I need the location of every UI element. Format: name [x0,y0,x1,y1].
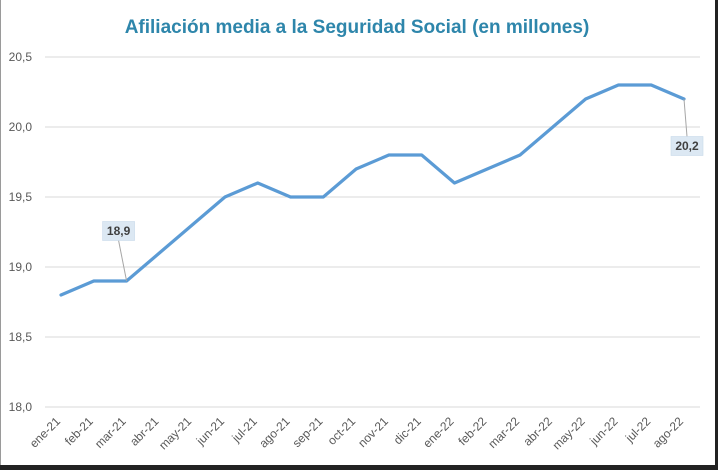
data-label-leader [118,240,128,282]
y-tick-label: 18,5 [9,330,33,344]
x-tick-label: mar-21 [92,414,129,451]
data-point [92,279,95,283]
data-point [650,83,653,87]
data-point [256,181,259,185]
x-tick-label: ago-22 [650,414,687,451]
gridlines [45,56,700,408]
data-point [584,97,587,101]
data-point [617,83,620,87]
y-tick-label: 19,0 [9,260,33,274]
x-tick-label: feb-21 [62,414,96,448]
data-point [322,195,325,199]
x-tick-label: jun-22 [586,414,620,448]
x-tick-label: ene-22 [420,414,457,451]
frame-bottom-border [0,465,718,470]
data-point [354,167,358,171]
x-tick-label: nov-21 [355,414,391,450]
frame-right-border [715,0,718,470]
y-tick-label: 18,0 [9,400,33,414]
y-tick-label: 20,0 [9,120,33,134]
x-tick-label: ene-21 [27,414,64,451]
data-point [551,125,555,129]
y-tick-label: 20,5 [9,50,33,64]
data-labels: 18,9 20,2 [102,98,704,282]
x-tick-label: jun-21 [193,414,227,448]
data-point [518,153,522,157]
data-label: 20,2 [675,139,699,153]
data-point [158,251,161,255]
x-tick-label: ago-21 [256,414,293,451]
data-label-box [102,221,135,241]
series-layer [59,83,686,297]
data-point [223,195,227,199]
data-label-leader [683,98,688,137]
data-point [387,153,391,157]
y-tick-label: 19,5 [9,190,33,204]
x-tick-label: feb-22 [455,414,489,448]
frame-left-border [0,0,1,470]
y-axis-ticks: 18,0 18,5 19,0 19,5 20,0 20,5 [9,50,33,414]
data-point [420,153,423,157]
data-point [190,223,194,227]
chart-title: Afiliación media a la Seguridad Social (… [125,17,590,38]
x-tick-label: sep-21 [290,414,326,450]
data-label: 18,9 [107,224,131,238]
x-tick-label: oct-21 [325,414,359,448]
x-tick-label: may-22 [550,414,588,452]
data-point [289,195,292,199]
x-tick-label: may-21 [156,414,194,452]
data-point [453,181,456,185]
data-point [486,167,489,171]
x-tick-label: dic-21 [391,414,424,447]
data-point [59,293,63,297]
x-tick-label: mar-22 [485,414,522,451]
series-line [59,83,686,297]
data-label-box [670,136,704,156]
